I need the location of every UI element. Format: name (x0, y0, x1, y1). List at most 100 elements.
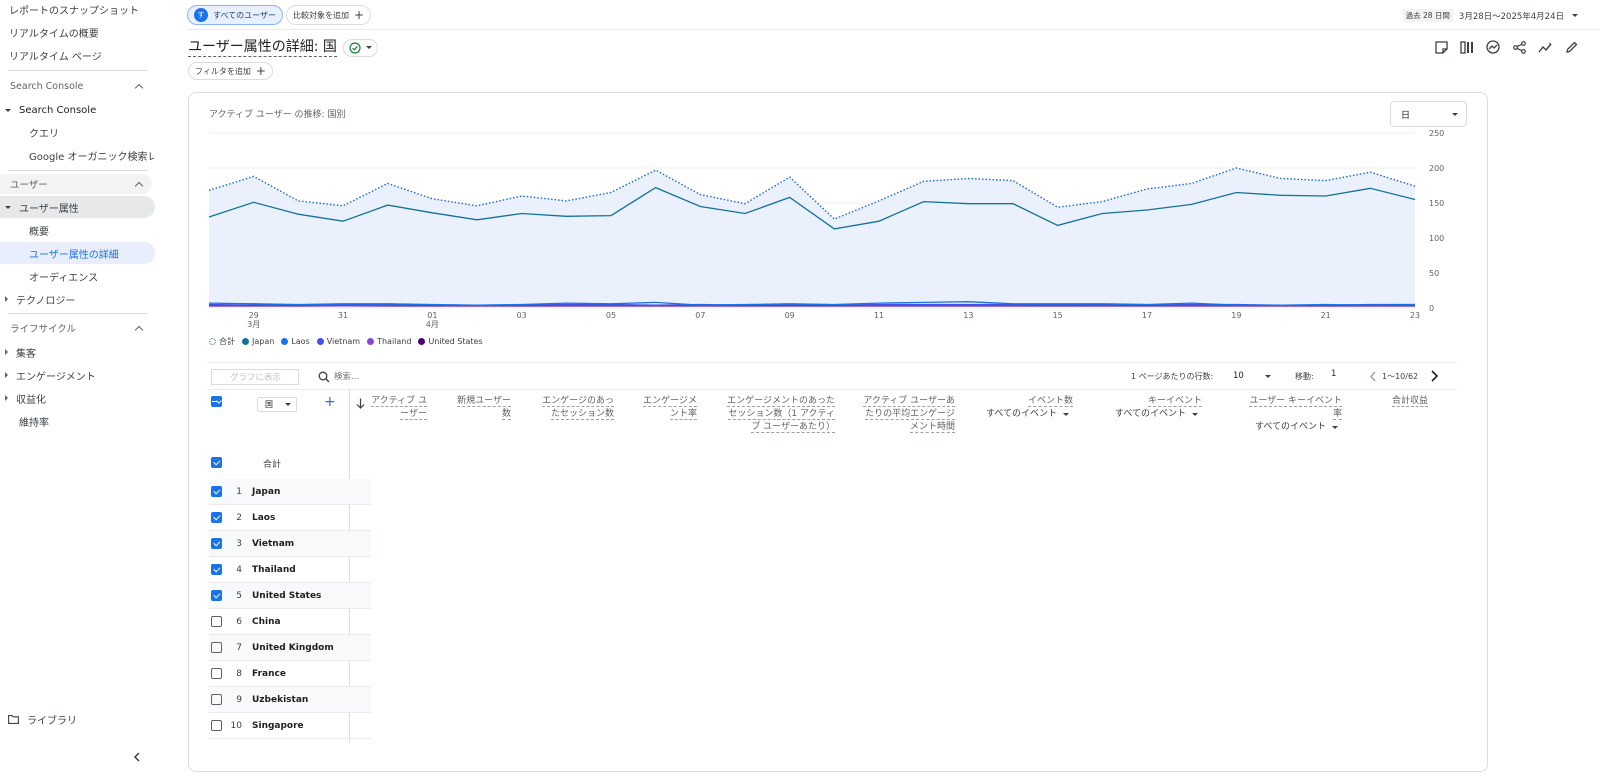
sort-arrow-down-icon[interactable] (356, 398, 365, 409)
table-row[interactable]: 1 Japan (209, 479, 371, 505)
next-page-icon[interactable] (1430, 370, 1439, 382)
nav-report-snapshot[interactable]: レポートのスナップショット (9, 0, 139, 20)
row-checkbox[interactable] (211, 694, 222, 705)
granularity-select[interactable]: 日 (1390, 101, 1467, 127)
rows-per-page-select[interactable]: 10 (1233, 368, 1271, 384)
legend-item[interactable]: 合計 (209, 336, 235, 347)
date-range-picker[interactable]: 過去 28 日間 3月28日～2025年4月24日 (1402, 9, 1578, 22)
nav-label: リアルタイム ページ (9, 51, 102, 63)
column-header[interactable]: キーイベント すべてのイベント (1092, 395, 1202, 421)
column-header[interactable]: エンゲージメ ント率 (617, 395, 697, 421)
column-header[interactable]: エンゲージメントのあった セッション数（1 アクティブ ユーザーあたり） (695, 395, 835, 434)
share-icon[interactable] (1510, 38, 1528, 56)
chevron-up-icon (134, 181, 144, 190)
insights-icon[interactable] (1484, 38, 1502, 56)
row-index: 4 (236, 564, 242, 575)
add-filter-button[interactable]: フィルタを追加 + (188, 62, 273, 80)
column-header[interactable]: 合計収益 (1358, 395, 1428, 408)
section-label: Search Console (10, 80, 84, 92)
event-filter-select[interactable]: すべてのイベント (963, 408, 1073, 421)
total-row-checkbox[interactable] (211, 457, 222, 468)
section-lifecycle[interactable]: ライフサイクル (0, 318, 152, 338)
nav-realtime-page[interactable]: リアルタイム ページ (9, 44, 102, 66)
section-search-console[interactable]: Search Console (0, 76, 152, 96)
add-dimension-icon[interactable]: + (324, 394, 336, 410)
column-header[interactable]: アクティブ ユーザーあ たりの平均エンゲージ メント時間 (825, 395, 955, 434)
section-users[interactable]: ユーザー (0, 174, 152, 194)
column-header-label: アクティブ ユーザーあ (863, 396, 955, 407)
nav-group-demographics[interactable]: ユーザー属性 (0, 196, 155, 218)
nav-monetization[interactable]: 収益化 (5, 387, 46, 409)
column-header[interactable]: イベント数 すべてのイベント (963, 395, 1073, 421)
goto-page-input[interactable]: 1 (1331, 369, 1337, 379)
column-header[interactable]: エンゲージのあっ たセッション数 (519, 395, 614, 421)
chevron-up-icon (134, 325, 144, 334)
column-header[interactable]: ユーザー キーイベント率すべてのイベント (1232, 395, 1342, 434)
y-tick-label: 200 (1429, 164, 1444, 173)
row-checkbox[interactable] (211, 616, 222, 627)
event-filter-select[interactable]: すべてのイベント (1092, 408, 1202, 421)
segment-chip-all-users[interactable]: す すべてのユーザー (187, 5, 283, 25)
row-checkbox[interactable] (211, 486, 222, 497)
segment-avatar: す (194, 8, 208, 22)
table-row[interactable]: 8 France (209, 661, 371, 687)
report-status-button[interactable] (342, 38, 378, 57)
prev-page-icon[interactable] (1369, 371, 1377, 382)
nav-group-search-console[interactable]: Search Console (5, 99, 155, 121)
legend-item[interactable]: Japan (242, 337, 274, 346)
table-row[interactable]: 10 Singapore (209, 713, 371, 739)
table-row[interactable]: 3 Vietnam (209, 531, 371, 557)
table-row[interactable]: 9 Uzbekistan (209, 687, 371, 713)
event-filter-value: すべてのイベント (985, 409, 1057, 419)
dimension-select[interactable]: 国 (257, 397, 297, 412)
nav-library[interactable]: ライブラリ (8, 708, 77, 730)
annotation-icon[interactable] (1432, 38, 1450, 56)
add-comparison-button[interactable]: 比較対象を追加 + (286, 5, 372, 25)
legend-item[interactable]: Vietnam (316, 337, 360, 346)
legend-item[interactable]: Laos (281, 337, 310, 346)
legend-swatch (242, 338, 249, 345)
nav-label: エンゲージメント (16, 371, 96, 383)
row-checkbox[interactable] (211, 668, 222, 679)
nav-engagement[interactable]: エンゲージメント (5, 364, 96, 386)
row-index: 1 (236, 486, 242, 497)
trend-sparkle-icon[interactable] (1536, 38, 1554, 56)
add-comparison-label: 比較対象を追加 (293, 10, 349, 20)
row-checkbox[interactable] (211, 512, 222, 523)
row-checkbox[interactable] (211, 564, 222, 575)
table-row[interactable]: 6 China (209, 609, 371, 635)
nav-retention[interactable]: 維持率 (19, 410, 49, 432)
event-filter-select[interactable]: すべてのイベント (1232, 421, 1342, 434)
nav-demographic-details[interactable]: ユーザー属性の詳細 (0, 242, 155, 264)
nav-acquisition[interactable]: 集客 (5, 341, 36, 363)
row-checkbox[interactable] (211, 590, 222, 601)
nav-realtime-overview[interactable]: リアルタイムの概要 (9, 21, 99, 43)
row-checkbox[interactable] (211, 642, 222, 653)
segment-label: すべてのユーザー (213, 10, 276, 20)
nav-google-organic[interactable]: Google オーガニック検索レ... (29, 144, 154, 166)
row-checkbox[interactable] (211, 720, 222, 731)
select-all-checkbox[interactable] (211, 396, 222, 407)
table-row[interactable]: 7 United Kingdom (209, 635, 371, 661)
table-search-input[interactable] (334, 369, 634, 385)
edit-pencil-icon[interactable] (1562, 38, 1580, 56)
compare-columns-icon[interactable] (1458, 38, 1476, 56)
table-row[interactable]: 2 Laos (209, 505, 371, 531)
nav-queries[interactable]: クエリ (29, 121, 59, 143)
legend-item[interactable]: United States (418, 337, 483, 346)
nav-audiences[interactable]: オーディエンス (29, 265, 98, 287)
caret-down-icon (5, 205, 11, 209)
show-in-chart-button[interactable]: グラフに表示 (211, 369, 299, 385)
table-row[interactable]: 5 United States (209, 583, 371, 609)
column-header[interactable]: アクティブ ユーザー (357, 395, 427, 421)
legend-item[interactable]: Thailand (367, 337, 411, 346)
collapse-sidebar-icon[interactable] (133, 752, 141, 762)
row-checkbox[interactable] (211, 538, 222, 549)
y-tick-label: 250 (1429, 129, 1444, 138)
nav-group-technology[interactable]: テクノロジー (5, 288, 75, 310)
nav-overview[interactable]: 概要 (29, 219, 49, 241)
section-label: ユーザー (10, 180, 48, 191)
table-row[interactable]: 4 Thailand (209, 557, 371, 583)
column-header[interactable]: 新規ユーザー数 (441, 395, 511, 421)
